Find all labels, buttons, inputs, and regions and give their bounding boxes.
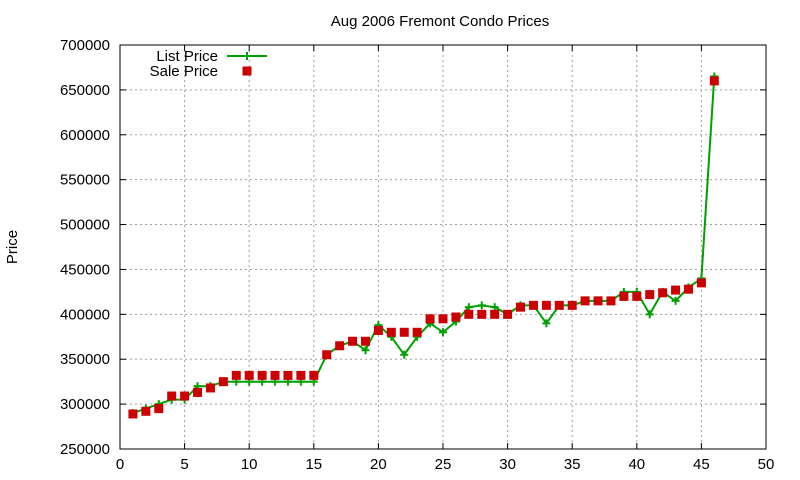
x-tick-label: 15 [305,456,322,473]
list-price-point [671,296,680,305]
x-tick-label: 50 [758,456,775,473]
sale-price-point [141,406,151,416]
sale-price-point [296,370,306,380]
x-tick-label: 30 [499,456,516,473]
sale-price-point [399,327,409,337]
x-tick-label: 45 [693,456,710,473]
sale-price-point [322,350,332,360]
sale-price-point [528,300,538,310]
sale-price-point [658,288,668,298]
sale-price-point [580,296,590,306]
sale-price-point [671,285,681,295]
sale-price-point [348,336,358,346]
y-tick-label: 700000 [60,37,110,54]
sale-price-point [205,383,215,393]
list-price-point [477,301,486,310]
y-tick-label: 550000 [60,172,110,189]
sale-price-point [632,291,642,301]
sale-price-point [270,370,280,380]
sale-price-point [386,327,396,337]
sale-price-point [696,278,706,288]
sale-price-point [425,314,435,324]
chart-title: Aug 2006 Fremont Condo Prices [331,13,549,30]
sale-price-point [154,404,164,414]
x-tick-label: 5 [180,456,188,473]
series-layer [128,72,719,419]
axes: 0 5 10 15 20 25 30 35 40 45 50 250000 300000 350000 40… [60,37,774,473]
list-price-point [645,310,654,319]
sale-price-point [451,312,461,322]
sale-price-point [412,327,422,337]
sale-price-point [257,370,267,380]
sale-price-point [438,314,448,324]
y-tick-label: 300000 [60,396,110,413]
sale-price-point [360,336,370,346]
x-tick-label: 35 [564,456,581,473]
list-price-point [361,346,370,355]
sale-price-point [231,370,241,380]
y-tick-label: 250000 [60,441,110,458]
legend-label-sale-price: Sale Price [150,63,218,80]
sale-price-point [645,290,655,300]
x-tick-label: 20 [370,456,387,473]
x-tick-label: 40 [628,456,645,473]
sale-price-point [619,291,629,301]
sale-price-point [283,370,293,380]
sale-price-point [180,391,190,401]
x-tick-label: 0 [116,456,124,473]
sale-price-point [593,296,603,306]
y-tick-label: 450000 [60,261,110,278]
sale-price-point [218,377,228,387]
sale-price-point [309,370,319,380]
list-price-point [400,350,409,359]
y-tick-label: 400000 [60,306,110,323]
sale-price-point [541,300,551,310]
sale-price-point [244,370,254,380]
y-axis-label: Price [4,230,21,264]
list-price-point [542,319,551,328]
x-tick-label: 25 [435,456,452,473]
sale-price-point [464,309,474,319]
legend-swatch-sale-price [242,66,252,76]
x-tick-label: 10 [241,456,258,473]
sale-price-point [567,300,577,310]
list-price-point [464,303,473,312]
y-tick-label: 600000 [60,127,110,144]
list-price-point [490,303,499,312]
list-price-line [132,76,716,415]
sale-price-point [335,341,345,351]
y-tick-label: 350000 [60,351,110,368]
sale-price-point [167,391,177,401]
legend-label-list-price: List Price [156,48,218,65]
sale-price-point [554,300,564,310]
y-tick-label: 500000 [60,217,110,234]
grid-lines [120,45,766,449]
sale-price-point [503,309,513,319]
sale-price-point [373,325,383,335]
y-tick-label: 650000 [60,82,110,99]
sale-price-point [709,76,719,86]
sale-price-point [516,302,526,312]
sale-price-point [683,284,693,294]
sale-price-point [128,409,138,419]
sale-price-point [490,309,500,319]
sale-price-point [477,309,487,319]
sale-price-point [606,296,616,306]
sale-price-point [193,387,203,397]
list-price-point [439,328,447,337]
